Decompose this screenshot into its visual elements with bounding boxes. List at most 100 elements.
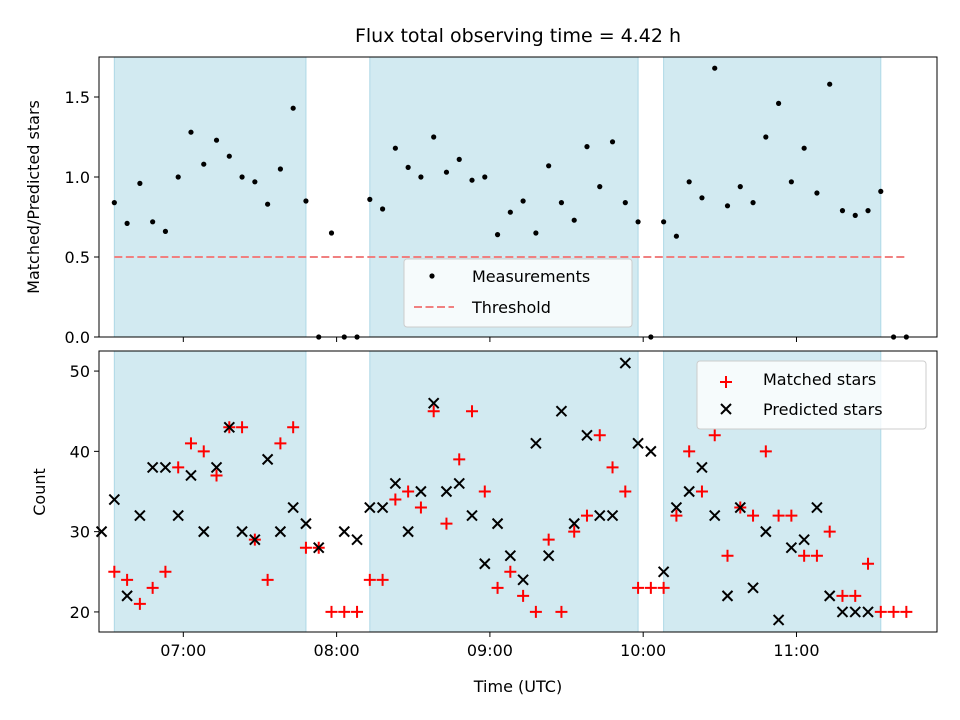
matched-star-point [466, 405, 479, 418]
measurement-point [239, 174, 245, 180]
top-legend: Measurements Threshold [403, 258, 633, 328]
predicted-star-point [479, 558, 491, 570]
matched-star-point [555, 605, 568, 618]
predicted-star-point [785, 541, 798, 554]
predicted-star-point [415, 485, 427, 498]
measurement-point [150, 219, 156, 225]
predicted-star-point [568, 517, 580, 530]
matched-star-point [338, 605, 351, 618]
matched-star-point [414, 501, 427, 514]
measurement-point [801, 145, 807, 151]
measurement-point [635, 219, 641, 225]
predicted-star-point [236, 525, 248, 538]
predicted-star-point [542, 550, 555, 562]
top-measurement-points [111, 65, 909, 340]
measurement-point [303, 198, 309, 204]
measurement-point [379, 206, 386, 212]
matched-star-point [478, 485, 491, 498]
predicted-star-point [440, 485, 453, 498]
matched-star-point [274, 437, 287, 450]
matched-star-point [670, 509, 683, 522]
matched-star-point [874, 605, 887, 618]
predicted-star-point [530, 437, 542, 450]
matched-star-point [695, 485, 708, 498]
matched-star-point [836, 589, 849, 602]
legend-matched-marker [720, 376, 732, 388]
predicted-star-point [760, 525, 772, 538]
predicted-star-point [172, 509, 184, 522]
predicted-star-point [645, 445, 657, 458]
predicted-star-point [402, 525, 414, 538]
x-tick-label: 10:00 [620, 641, 666, 660]
measurement-point [878, 188, 884, 194]
matched-star-point [453, 453, 466, 466]
predicted-star-point [121, 590, 133, 602]
matched-star-point [299, 541, 312, 554]
measurement-point [265, 201, 271, 207]
predicted-star-point [517, 574, 529, 586]
predicted-star-point [376, 501, 389, 514]
matched-star-point [210, 469, 223, 482]
predicted-star-point [223, 421, 236, 433]
measurement-point [699, 195, 705, 201]
legend-measurements-marker [429, 273, 435, 279]
predicted-star-point [683, 485, 695, 498]
x-tick-label: 07:00 [160, 641, 206, 660]
matched-star-point [504, 565, 517, 578]
predicted-star-point [721, 590, 734, 602]
measurement-point [162, 228, 169, 234]
top-y-axis-label: Matched/Predicted stars [24, 100, 43, 294]
measurement-point [584, 144, 590, 150]
x-axis-label: Time (UTC) [473, 677, 562, 696]
matched-star-point [351, 605, 364, 618]
matched-star-point [606, 461, 619, 474]
measurement-point [507, 209, 513, 215]
predicted-star-point [261, 453, 274, 466]
measurement-point [609, 139, 616, 145]
measurement-point [124, 220, 130, 226]
matched-star-point [197, 445, 210, 458]
matched-star-point [632, 581, 645, 594]
predicted-star-point [491, 517, 504, 530]
measurement-point [226, 153, 232, 159]
matched-star-point [798, 549, 811, 562]
matched-star-point [427, 405, 440, 418]
predicted-star-point [159, 461, 172, 474]
measurement-point [277, 166, 283, 172]
predicted-star-point [619, 357, 632, 369]
matched-star-point [491, 581, 504, 594]
predicted-star-point [287, 501, 299, 514]
top-y-tick-label: 1.5 [65, 88, 90, 107]
predicted-star-point [581, 429, 593, 442]
measurement-point [533, 230, 539, 236]
measurement-point [201, 161, 207, 167]
matched-star-point [108, 565, 121, 578]
matched-star-point [133, 597, 146, 610]
measurement-point [213, 137, 220, 143]
top-y-tick-label: 0.5 [65, 248, 90, 267]
predicted-star-point [364, 501, 376, 514]
matched-star-point [517, 589, 530, 602]
predicted-star-point [798, 533, 810, 546]
predicted-star-point [338, 525, 350, 538]
legend-predicted-label: Predicted stars [763, 400, 883, 419]
measurement-point [571, 217, 577, 223]
bottom-y-tick-label: 40 [70, 442, 90, 461]
measurement-point [597, 184, 603, 190]
bottom-y-tick-label: 50 [70, 362, 90, 381]
predicted-star-point [504, 550, 517, 562]
matched-star-point [593, 429, 606, 442]
predicted-star-point [351, 533, 363, 546]
bottom-y-axis-label: Count [30, 468, 49, 516]
matched-star-point [810, 549, 823, 562]
predicted-star-point [300, 517, 312, 530]
predicted-star-point [811, 501, 823, 514]
predicted-star-point [466, 509, 478, 522]
measurement-point [175, 174, 181, 180]
measurement-point [558, 200, 565, 206]
measurement-point [865, 208, 871, 214]
measurement-point [546, 163, 552, 169]
predicted-star-point [734, 501, 746, 514]
